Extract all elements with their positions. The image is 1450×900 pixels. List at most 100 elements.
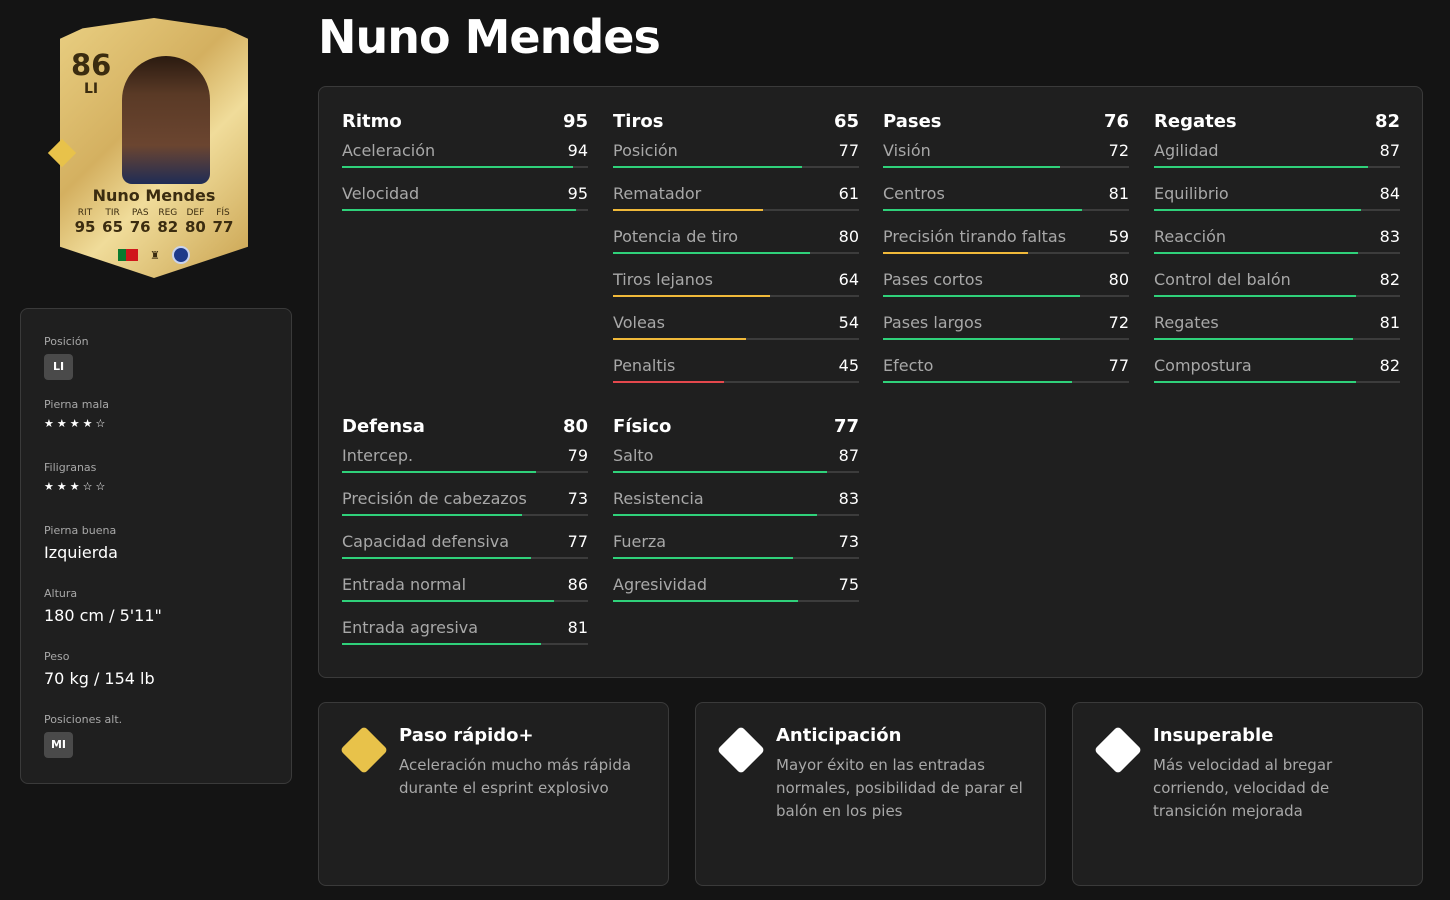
stat-group-físico: Físico 77 Salto 87 Resistencia 83 Fuerza 73 Agre… xyxy=(613,406,859,614)
stat-bar xyxy=(342,557,588,559)
card-stat-label: PAS xyxy=(131,208,149,218)
stat-bar-fill xyxy=(613,252,810,254)
card-stat-value: 82 xyxy=(157,218,179,236)
playstyle-card: Insuperable Más velocidad al bregar corri… xyxy=(1072,702,1423,886)
stat-name: Entrada agresiva xyxy=(342,618,479,637)
card-name: Nuno Mendes xyxy=(92,186,216,205)
stat-row: Pases cortos 80 xyxy=(883,266,1129,309)
stat-name: Rematador xyxy=(613,184,702,203)
stat-bar-fill xyxy=(1154,338,1354,340)
stat-group-tiros: Tiros 65 Posición 77 Rematador 61 Potencia de … xyxy=(613,101,859,395)
stat-row: Equilibrio 84 xyxy=(1154,180,1400,223)
stat-value: 75 xyxy=(838,575,859,594)
stat-bar-fill xyxy=(342,557,532,559)
card-overall: 86 xyxy=(71,48,112,82)
stat-bar xyxy=(342,166,588,168)
weak-foot-stars: ★★★★☆ xyxy=(44,417,109,430)
stat-bar xyxy=(613,600,859,602)
psg-crest-icon xyxy=(171,246,190,264)
card-stat-value: 77 xyxy=(212,218,234,236)
playstyle-card: Paso rápido+ Aceleración mucho más rápida… xyxy=(318,702,669,886)
player-card: 86 LI Nuno Mendes RIT 95 TIR 65 PAS 76 REG 8… xyxy=(60,18,248,278)
stat-group-name: Físico xyxy=(613,416,672,437)
stat-bar-fill xyxy=(883,209,1083,211)
wrestler-icon xyxy=(1093,725,1143,775)
stat-name: Equilibrio xyxy=(1154,184,1229,203)
stat-row: Reacción 83 xyxy=(1154,223,1400,266)
stat-bar xyxy=(613,295,859,297)
stat-row: Tiros lejanos 64 xyxy=(613,266,859,309)
stat-name: Regates xyxy=(1154,313,1219,332)
card-stat-value: 95 xyxy=(74,218,96,236)
stat-row: Pases largos 72 xyxy=(883,309,1129,352)
stat-name: Aceleración xyxy=(342,141,436,160)
stat-name: Agresividad xyxy=(613,575,707,594)
stat-value: 81 xyxy=(1379,313,1400,332)
stat-bar xyxy=(883,338,1129,340)
stat-group-name: Regates xyxy=(1154,111,1237,132)
stat-bar-fill xyxy=(613,381,724,383)
stat-bar-fill xyxy=(1154,252,1359,254)
playstyle-title: Paso rápido+ xyxy=(399,725,534,746)
stat-name: Control del balón xyxy=(1154,270,1291,289)
stat-value: 81 xyxy=(1108,184,1129,203)
stat-value: 80 xyxy=(1108,270,1129,289)
stat-row: Capacidad defensiva 77 xyxy=(342,528,588,571)
stat-row: Efecto 77 xyxy=(883,352,1129,395)
stat-value: 77 xyxy=(1108,356,1129,375)
alt-positions-label: Posiciones alt. xyxy=(44,713,123,726)
stat-value: 72 xyxy=(1108,313,1129,332)
stat-bar-fill xyxy=(342,600,554,602)
stat-name: Tiros lejanos xyxy=(613,270,713,289)
height-label: Altura xyxy=(44,587,78,600)
stat-value: 80 xyxy=(838,227,859,246)
stat-bar xyxy=(883,252,1129,254)
stat-bar-fill xyxy=(613,514,818,516)
stat-name: Precisión de cabezazos xyxy=(342,489,527,508)
stat-value: 84 xyxy=(1379,184,1400,203)
stat-group-regates: Regates 82 Agilidad 87 Equilibrio 84 Reacción 8… xyxy=(1154,101,1400,395)
card-position: LI xyxy=(84,81,99,97)
stat-row: Fuerza 73 xyxy=(613,528,859,571)
stat-bar-fill xyxy=(1154,381,1356,383)
playstyle-title: Insuperable xyxy=(1153,725,1274,746)
stat-bar-fill xyxy=(1154,166,1369,168)
stat-value: 54 xyxy=(838,313,859,332)
stat-bar-fill xyxy=(883,295,1080,297)
stat-group-value: 76 xyxy=(1103,111,1129,132)
stat-group-header: Físico 77 xyxy=(613,406,859,442)
stat-group-name: Tiros xyxy=(613,111,664,132)
stat-name: Entrada normal xyxy=(342,575,467,594)
stat-value: 87 xyxy=(838,446,859,465)
stat-group-ritmo: Ritmo 95 Aceleración 94 Velocidad 95 xyxy=(342,101,588,223)
rocket-icon xyxy=(339,725,389,775)
portugal-flag-icon xyxy=(118,249,139,261)
weight-label: Peso xyxy=(44,650,70,663)
stat-bar-fill xyxy=(342,166,574,168)
height-value: 180 cm / 5'11" xyxy=(44,606,162,625)
stat-value: 77 xyxy=(838,141,859,160)
stat-bar xyxy=(1154,166,1400,168)
stat-value: 86 xyxy=(567,575,588,594)
stat-group-value: 82 xyxy=(1374,111,1400,132)
card-stat-label: DEF xyxy=(186,208,205,218)
stat-bar-fill xyxy=(883,252,1029,254)
stat-group-header: Regates 82 xyxy=(1154,101,1400,137)
stat-bar xyxy=(613,209,859,211)
stat-value: 64 xyxy=(838,270,859,289)
stat-name: Precisión tirando faltas xyxy=(883,227,1067,246)
preferred-foot-value: Izquierda xyxy=(44,543,118,562)
stat-bar-fill xyxy=(613,338,746,340)
stat-bar-fill xyxy=(342,643,542,645)
stat-row: Salto 87 xyxy=(613,442,859,485)
stat-bar xyxy=(342,471,588,473)
stat-bar xyxy=(883,209,1129,211)
raccoon-icon xyxy=(716,725,766,775)
page-title: Nuno Mendes xyxy=(318,10,661,64)
stat-name: Centros xyxy=(883,184,945,203)
stat-name: Resistencia xyxy=(613,489,704,508)
card-stat-value: 65 xyxy=(102,218,124,236)
card-stat-label: RIT xyxy=(77,208,93,218)
stat-bar xyxy=(613,166,859,168)
stat-name: Salto xyxy=(613,446,654,465)
